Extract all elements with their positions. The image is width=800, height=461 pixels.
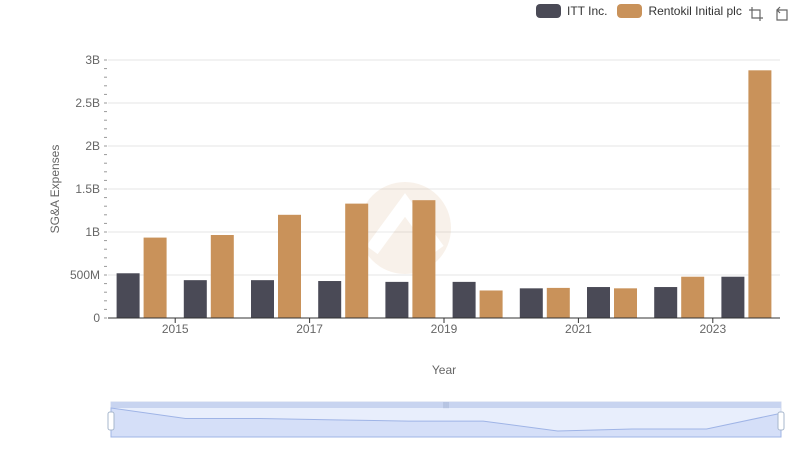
y-tick-label: 2.5B [75, 96, 100, 110]
bar-itt-2018 [385, 281, 409, 318]
y-tick-label: 1.5B [75, 182, 100, 196]
slider-grip-icon[interactable]: ||| [443, 402, 449, 409]
restore-icon[interactable] [774, 6, 790, 22]
y-axis-minor-ticks [104, 59, 107, 319]
slider-selection[interactable] [111, 402, 781, 408]
legend-swatch-itt [536, 4, 561, 18]
bar-itt-2020 [519, 288, 543, 318]
bar-itt-2014 [116, 273, 140, 318]
y-tick-label: 500M [70, 268, 100, 282]
legend-label-rentokil: Rentokil Initial plc [648, 4, 742, 18]
bar-itt-2016 [251, 280, 274, 318]
slider-preview-line [110, 407, 782, 438]
slider-handle-left[interactable] [107, 411, 115, 431]
bar-rentokil-2022 [681, 276, 705, 318]
bar-rentokil-2014 [143, 237, 167, 318]
legend-item-itt[interactable]: ITT Inc. [536, 4, 607, 18]
x-axis-title: Year [432, 363, 456, 377]
legend-swatch-rentokil [617, 4, 643, 18]
y-tick-label: 3B [85, 53, 100, 67]
x-tick-label: 2019 [431, 322, 458, 336]
x-tick-label: 2017 [296, 322, 323, 336]
bar-rentokil-2023 [748, 70, 772, 318]
legend: ITT Inc. Rentokil Initial plc [536, 4, 752, 18]
zoom-icon[interactable] [748, 6, 764, 22]
y-axis-title: SG&A Expenses [48, 145, 62, 234]
bars [116, 70, 772, 318]
bar-itt-2021 [587, 287, 610, 318]
slider-handle-right[interactable] [777, 411, 785, 431]
bar-itt-2017 [318, 281, 342, 318]
x-tick-label: 2021 [565, 322, 592, 336]
y-tick-label: 0 [93, 311, 100, 325]
y-tick-label: 1B [85, 225, 100, 239]
bar-rentokil-2016 [278, 214, 301, 318]
y-tick-label: 2B [85, 139, 100, 153]
watermark-logo [359, 182, 451, 274]
y-axis-ticks: 0 500M 1B 1.5B 2B 2.5B 3B [70, 53, 100, 325]
bar-rentokil-2019 [479, 290, 503, 318]
bar-itt-2022 [654, 287, 678, 318]
bar-itt-2019 [452, 281, 476, 318]
grid-lines [108, 59, 780, 276]
data-zoom-slider[interactable]: ||| [107, 401, 785, 438]
x-tick-label: 2023 [699, 322, 726, 336]
bar-rentokil-2018 [412, 200, 436, 318]
bar-itt-2015 [183, 280, 207, 318]
x-axis-ticks: 2015 2017 2019 2021 2023 [162, 318, 726, 336]
legend-label-itt: ITT Inc. [567, 4, 608, 18]
bar-itt-2023 [721, 276, 745, 318]
bar-rentokil-2020 [546, 287, 570, 318]
x-tick-label: 2015 [162, 322, 189, 336]
bar-rentokil-2017 [345, 203, 369, 318]
bar-rentokil-2015 [210, 235, 234, 318]
bar-rentokil-2021 [614, 288, 637, 318]
legend-item-rentokil[interactable]: Rentokil Initial plc [617, 4, 742, 18]
